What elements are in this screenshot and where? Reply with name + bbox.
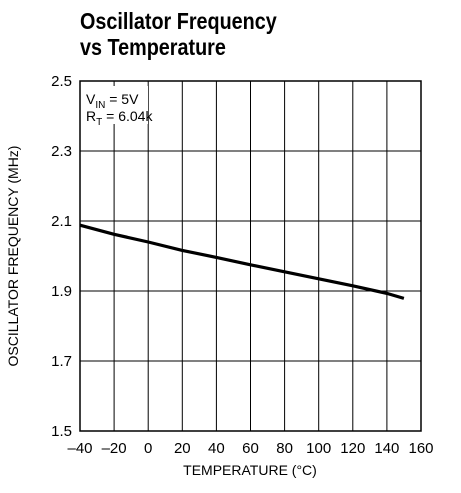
x-tick-label: –40 <box>67 440 92 457</box>
y-tick-label: 1.7 <box>51 353 72 370</box>
annotation-rt: RT = 6.04k <box>86 108 153 128</box>
chart-title: Oscillator Frequency vs Temperature <box>80 8 390 60</box>
x-tick-label: –20 <box>102 440 127 457</box>
series-line <box>79 223 405 300</box>
x-tick-label: 40 <box>208 440 225 457</box>
x-tick-label: 100 <box>306 440 331 457</box>
grid <box>79 80 422 432</box>
y-tick-label: 2.5 <box>51 73 72 90</box>
x-tick-label: 20 <box>174 440 191 457</box>
x-tick-label: 140 <box>374 440 399 457</box>
annotation-vin-sub: IN <box>95 100 105 111</box>
x-axis-label: TEMPERATURE (°C) <box>183 462 317 478</box>
y-tick-label: 2.1 <box>51 213 72 230</box>
chart-title-line-1: Oscillator Frequency <box>80 8 277 34</box>
x-tick-label: 0 <box>144 440 152 457</box>
y-tick-label: 1.9 <box>51 283 72 300</box>
x-tick-label: 120 <box>340 440 365 457</box>
y-tick-label: 2.3 <box>51 143 72 160</box>
series-layer <box>79 223 405 300</box>
chart-title-line-2: vs Temperature <box>80 34 226 60</box>
x-tick-label: 80 <box>276 440 293 457</box>
y-axis-label: OSCILLATOR FREQUENCY (MHz) <box>5 146 21 367</box>
annotation-vin-rest: = 5V <box>105 91 139 107</box>
annotation-rt-rest: = 6.04k <box>102 108 153 124</box>
annotation-background <box>82 86 148 124</box>
annotation-vin-main: V <box>86 91 96 107</box>
x-tick-label: 160 <box>408 440 433 457</box>
annotation-rt-main: R <box>86 108 96 124</box>
x-tick-label: 60 <box>242 440 259 457</box>
tick-labels: –40 –20 0 20 40 60 80 100 120 140 160 1.5 1.7 1.9 2.1 2… <box>51 73 433 457</box>
y-tick-label: 1.5 <box>51 423 72 440</box>
annotation-rt-sub: T <box>96 117 102 128</box>
annotation-vin: VIN = 5V <box>86 91 139 111</box>
plot-frame <box>79 80 422 432</box>
